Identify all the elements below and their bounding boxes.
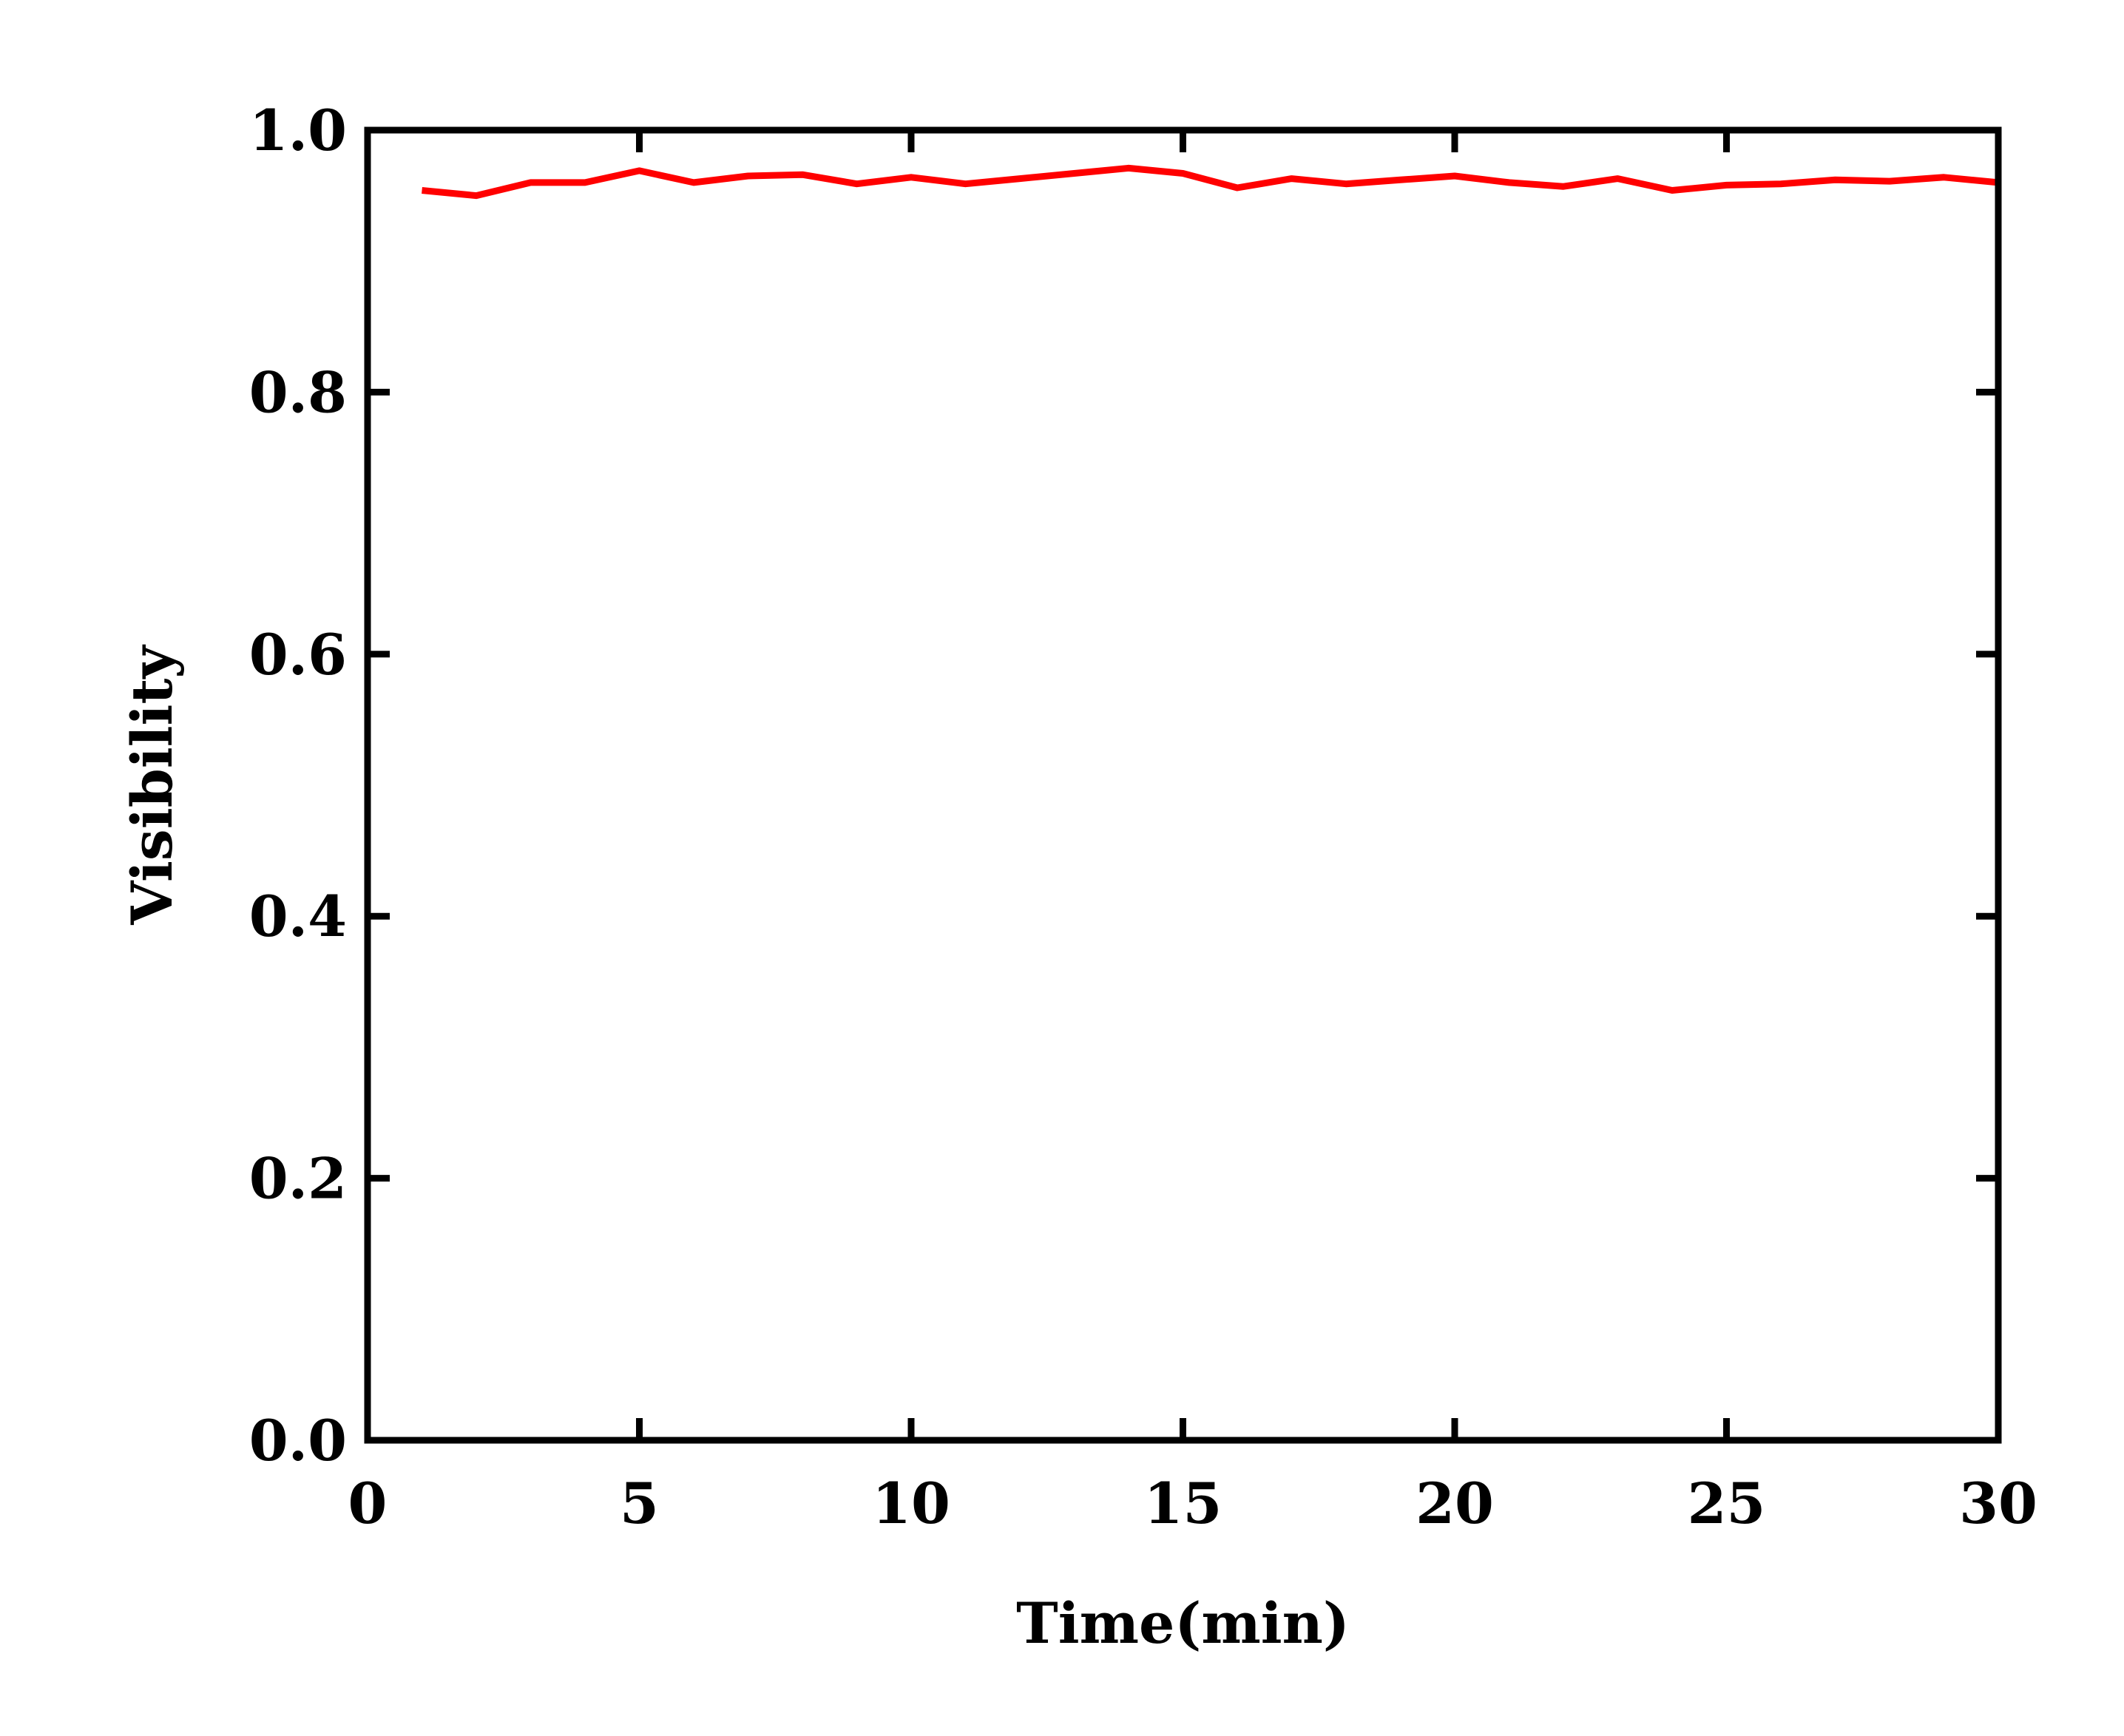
- x-tick-label: 0: [348, 1471, 388, 1536]
- x-tick-label: 10: [872, 1471, 950, 1536]
- x-axis-title: Time(min): [1016, 1590, 1350, 1656]
- x-tick-label: 30: [1959, 1471, 2037, 1536]
- y-tick-label: 0.0: [249, 1408, 347, 1474]
- series-line-1: [422, 164, 1999, 200]
- y-tick-label: 0.6: [249, 622, 347, 688]
- y-axis-title: Visibility: [119, 645, 185, 926]
- series-layer: [422, 164, 1999, 200]
- y-tick-label: 0.8: [249, 359, 347, 425]
- x-tick-label: 20: [1416, 1471, 1494, 1536]
- y-tick-label: 1.0: [249, 98, 347, 163]
- x-tick-label: 25: [1688, 1471, 1766, 1536]
- tick-labels: 0 5 10 15 20 25 30 0.0 0.2 0.4 0.6 0.8 1.0: [249, 98, 2037, 1536]
- plot-frame: [364, 126, 2002, 1444]
- ticks: [364, 126, 2002, 1444]
- y-tick-label: 0.2: [249, 1146, 347, 1212]
- x-tick-label: 15: [1144, 1471, 1222, 1536]
- x-tick-label: 5: [620, 1471, 659, 1536]
- y-tick-label: 0.4: [249, 884, 347, 949]
